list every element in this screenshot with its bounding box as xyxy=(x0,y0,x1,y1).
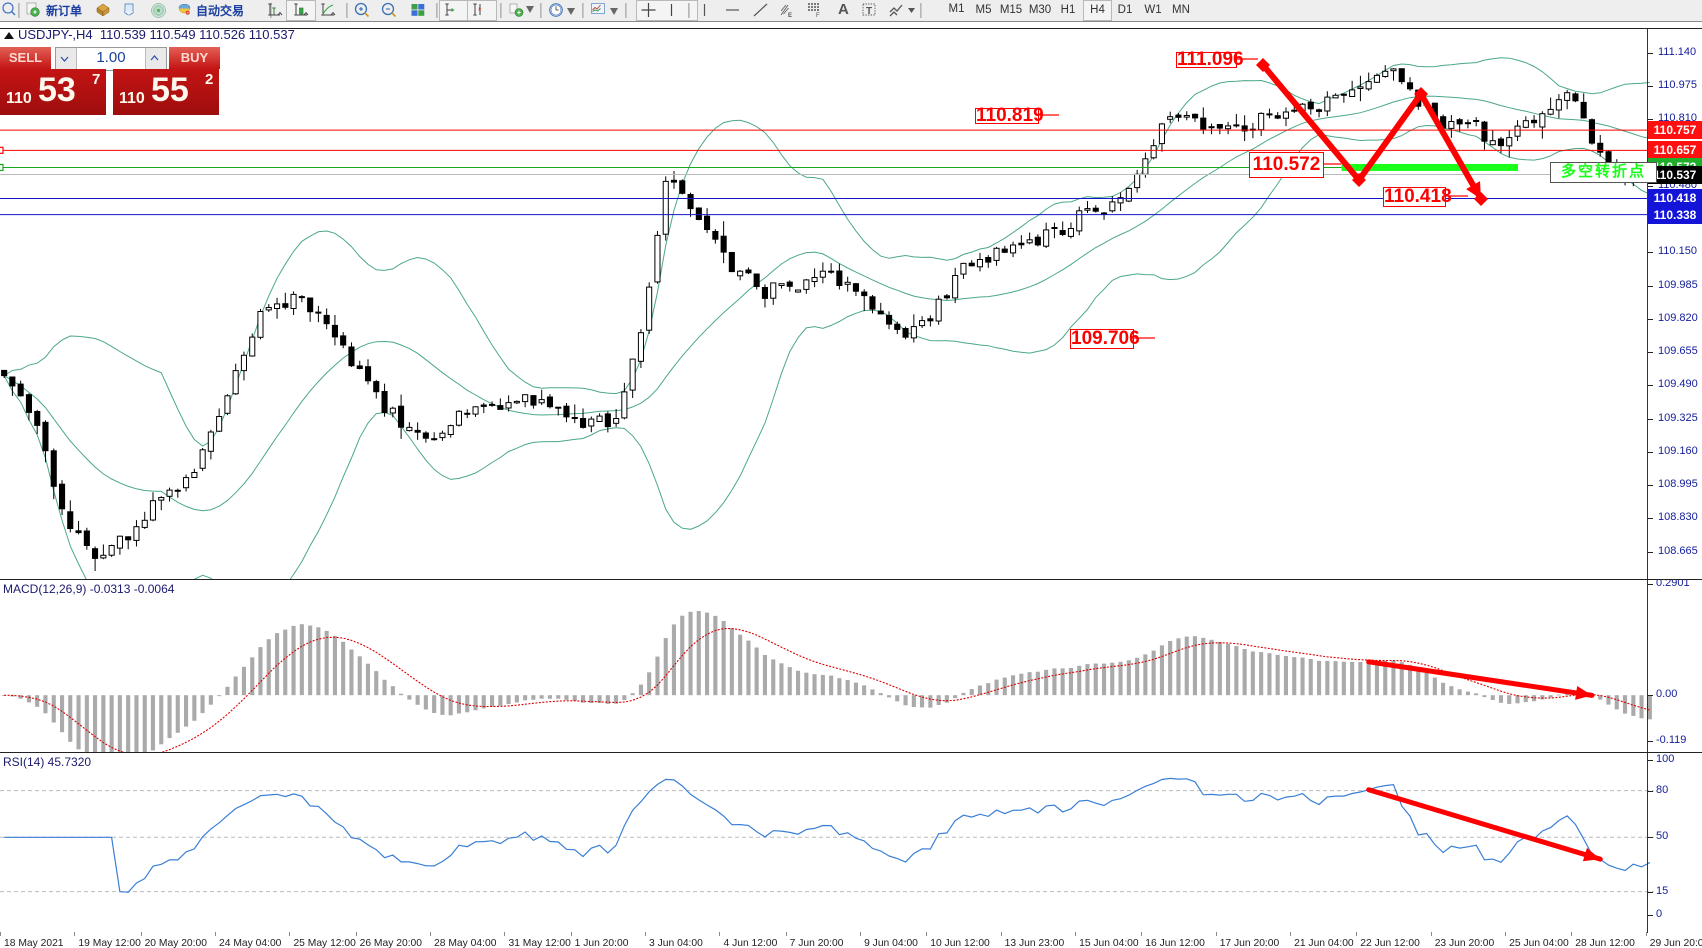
svg-text:E: E xyxy=(788,13,792,19)
svg-text:F: F xyxy=(816,13,820,19)
svg-text:T: T xyxy=(866,6,872,17)
